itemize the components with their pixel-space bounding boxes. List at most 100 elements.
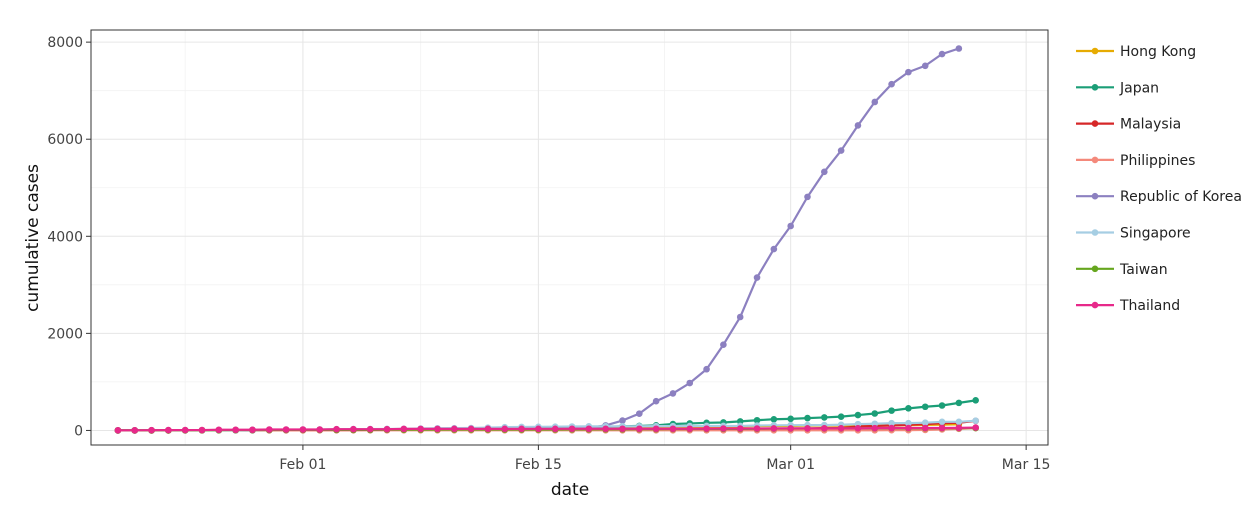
data-point <box>888 407 895 414</box>
data-point <box>938 50 946 58</box>
y-axis: 0 2000 4000 6000 8000 <box>47 35 91 439</box>
data-point <box>535 425 542 433</box>
data-point <box>905 405 912 412</box>
data-point <box>669 390 677 397</box>
legend-label: Thailand <box>1119 298 1180 314</box>
grid <box>91 30 1048 445</box>
data-point <box>736 313 744 321</box>
data-point <box>804 414 811 422</box>
data-point <box>854 411 862 419</box>
data-point <box>837 425 845 432</box>
data-point <box>181 426 189 434</box>
data-point <box>770 425 778 432</box>
legend-swatch-point <box>1091 47 1099 55</box>
data-point <box>972 397 979 404</box>
y-tick-label: 0 <box>74 423 83 439</box>
data-point <box>467 425 475 433</box>
data-point <box>652 425 660 433</box>
legend-swatch-point <box>1091 192 1099 200</box>
data-point <box>232 426 239 434</box>
data-point <box>366 425 374 433</box>
data-point <box>921 424 929 432</box>
data-point <box>753 274 761 281</box>
data-point <box>821 425 828 432</box>
data-point <box>400 425 408 433</box>
data-point <box>736 425 744 432</box>
data-point <box>888 419 895 427</box>
data-point <box>215 426 223 434</box>
data-point <box>955 399 963 407</box>
data-point <box>450 425 458 433</box>
legend-label: Malaysia <box>1120 117 1181 133</box>
plot-border <box>90 29 1049 446</box>
data-point <box>888 424 895 432</box>
x-tick-label: Mar 01 <box>766 457 815 473</box>
data-point <box>921 419 929 426</box>
data-point <box>854 425 862 432</box>
data-point <box>787 415 794 423</box>
x-tick-label: Mar 15 <box>1002 457 1051 473</box>
data-point <box>652 397 660 405</box>
data-point <box>585 425 593 433</box>
data-point <box>249 426 256 434</box>
data-point <box>871 98 879 106</box>
legend-label: Republic of Korea <box>1120 189 1242 205</box>
legend-label: Philippines <box>1120 153 1195 169</box>
data-point <box>417 425 424 433</box>
data-point <box>703 425 710 432</box>
data-point <box>703 365 710 373</box>
data-point <box>871 410 879 417</box>
legend-swatch-point <box>1091 84 1099 91</box>
legend-label: Japan <box>1119 80 1159 96</box>
data-point <box>837 147 845 154</box>
y-axis-title: cumulative cases <box>23 164 43 312</box>
legend-item: Republic of Korea <box>1076 189 1242 205</box>
data-point <box>316 426 324 433</box>
data-point <box>114 427 122 434</box>
data-point <box>333 425 340 433</box>
data-point <box>518 425 525 433</box>
legend-swatch-point <box>1091 301 1099 309</box>
legend-item: Philippines <box>1076 153 1195 169</box>
legend-swatch-point <box>1091 265 1099 273</box>
data-point <box>602 425 609 433</box>
legend-item: Hong Kong <box>1076 44 1196 60</box>
legend-item: Malaysia <box>1076 117 1181 133</box>
series-line <box>117 426 976 432</box>
y-tick-label: 2000 <box>47 326 83 342</box>
data-point <box>501 425 509 433</box>
data-point <box>131 426 139 434</box>
data-point <box>198 426 206 434</box>
y-tick-label: 8000 <box>47 35 83 51</box>
series-thailand <box>114 424 979 434</box>
data-point <box>938 424 946 432</box>
data-point <box>804 425 811 432</box>
data-point <box>753 416 761 424</box>
data-point <box>837 413 845 420</box>
data-point <box>551 425 559 433</box>
legend-item: Taiwan <box>1076 262 1168 278</box>
x-axis: Feb 01 Feb 15 Mar 01 Mar 15 <box>279 445 1050 473</box>
legend-item: Thailand <box>1076 298 1180 314</box>
legend-label: Taiwan <box>1119 262 1168 278</box>
data-point <box>619 425 626 433</box>
data-point <box>686 425 694 433</box>
data-point <box>972 417 979 425</box>
y-tick-label: 6000 <box>47 132 83 148</box>
data-point <box>619 417 626 424</box>
data-point <box>955 45 963 52</box>
data-point <box>955 418 963 426</box>
data-point <box>148 426 155 434</box>
data-point <box>568 425 576 433</box>
series-lines <box>114 45 979 434</box>
legend-swatch-point <box>1091 229 1099 236</box>
data-point <box>938 418 946 426</box>
legend-label: Singapore <box>1120 226 1191 242</box>
legend-swatch-point <box>1091 120 1099 127</box>
data-point <box>804 193 811 201</box>
legend-swatch-point <box>1091 156 1099 164</box>
y-tick-label: 4000 <box>47 229 83 245</box>
data-point <box>770 245 778 253</box>
